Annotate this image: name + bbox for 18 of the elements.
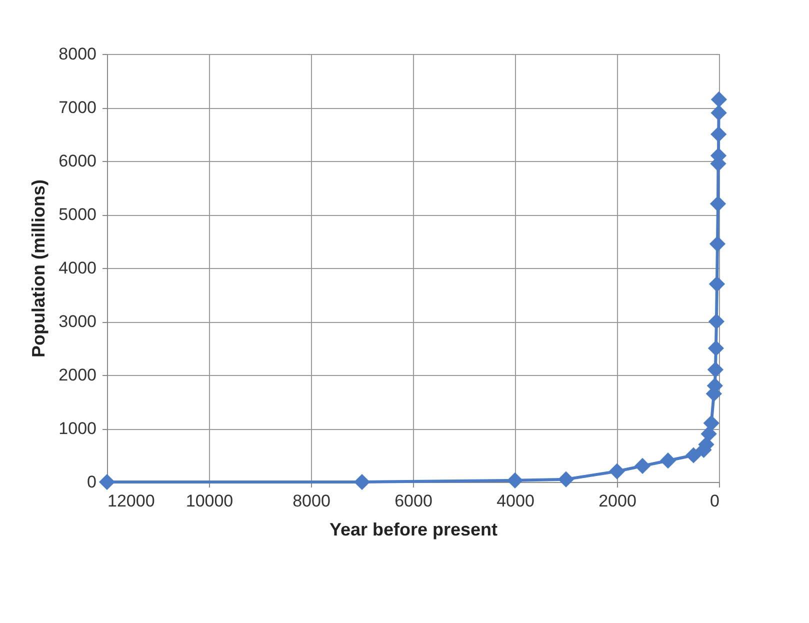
x-tick-label: 0 (710, 492, 720, 510)
y-tick-label: 7000 (58, 98, 96, 117)
y-tick-label: 6000 (58, 152, 96, 170)
y-axis-title: Population (millions) (28, 180, 49, 358)
x-tick-label: 10000 (186, 492, 234, 510)
y-tick-label: 2000 (58, 366, 96, 384)
x-tick-label: 8000 (292, 492, 330, 510)
x-tick-label: 4000 (496, 492, 534, 510)
y-tick-label: 5000 (58, 205, 96, 224)
y-tick-label: 3000 (58, 312, 96, 331)
x-tick-label: 6000 (394, 492, 432, 510)
y-tick-label: 0 (87, 472, 96, 492)
x-tick-label: 2000 (598, 492, 636, 510)
y-tick-label: 4000 (58, 258, 96, 278)
y-tick-label: 1000 (58, 419, 96, 438)
y-tick-label: 8000 (58, 44, 96, 64)
x-axis-title: Year before present (329, 520, 498, 540)
x-tick-label: 12000 (108, 492, 155, 510)
